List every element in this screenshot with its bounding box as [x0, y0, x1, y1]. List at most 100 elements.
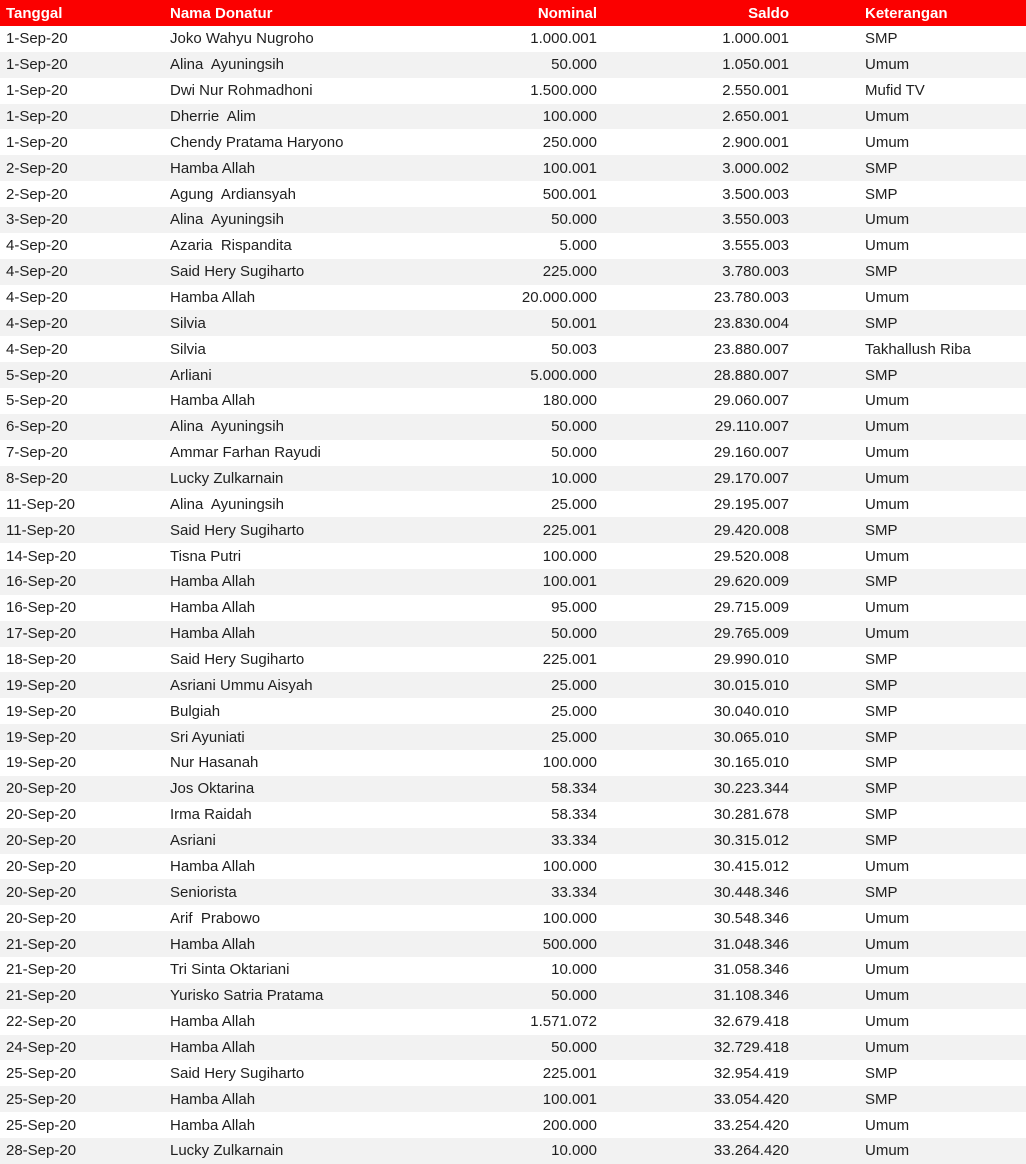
cell-nominal[interactable]: 33.334 — [551, 832, 597, 850]
cell-keterangan[interactable]: Umum — [865, 1013, 910, 1031]
cell-nominal[interactable]: 1.000.001 — [530, 30, 597, 48]
cell-nama-donatur[interactable]: Said Hery Sugiharto — [170, 263, 305, 281]
table-row[interactable]: 3-Sep-20 Alina Ayuningsih 50.000 3.550.0… — [0, 207, 1026, 233]
cell-nama-donatur[interactable]: Hamba Allah — [170, 857, 256, 875]
cell-tanggal[interactable]: 20-Sep-20 — [6, 832, 77, 850]
cell-nominal[interactable]: 95.000 — [551, 599, 597, 617]
cell-nominal[interactable]: 225.001 — [542, 521, 597, 539]
cell-nama-donatur[interactable]: Hamba Allah — [170, 1116, 256, 1134]
column-header-keterangan[interactable]: Keterangan — [865, 4, 948, 22]
cell-saldo[interactable]: 31.048.346 — [713, 935, 789, 953]
cell-tanggal[interactable]: 20-Sep-20 — [6, 857, 77, 875]
cell-tanggal[interactable]: 4-Sep-20 — [6, 237, 68, 255]
cell-nama-donatur[interactable]: Said Hery Sugiharto — [170, 1064, 305, 1082]
table-row[interactable]: 1-Sep-20 Alina Ayuningsih 50.000 1.050.0… — [0, 51, 1026, 78]
table-row[interactable]: 20-Sep-20 Seniorista 33.334 30.448.346 S… — [0, 879, 1026, 906]
cell-nominal[interactable]: 1.571.072 — [530, 1013, 597, 1031]
cell-saldo[interactable]: 30.165.010 — [713, 754, 789, 772]
cell-nominal[interactable]: 100.001 — [542, 1090, 597, 1108]
cell-keterangan[interactable]: SMP — [865, 780, 898, 798]
cell-nama-donatur[interactable]: Said Hery Sugiharto — [170, 521, 305, 539]
table-row[interactable]: 22-Sep-20 Hamba Allah 1.571.072 32.679.4… — [0, 1008, 1026, 1035]
cell-saldo[interactable]: 1.050.001 — [722, 56, 789, 74]
cell-keterangan[interactable]: SMP — [865, 832, 898, 850]
cell-nama-donatur[interactable]: Hamba Allah — [170, 289, 256, 307]
cell-nominal[interactable]: 50.000 — [551, 418, 597, 436]
cell-nama-donatur[interactable]: Chendy Pratama Haryono — [170, 133, 344, 151]
cell-tanggal[interactable]: 2-Sep-20 — [6, 185, 68, 203]
cell-nama-donatur[interactable]: Arliani — [170, 366, 212, 384]
cell-nama-donatur[interactable]: Alina Ayuningsih — [170, 56, 284, 74]
table-row[interactable]: 4-Sep-20 Silvia 50.001 23.830.004 SMP — [0, 310, 1026, 337]
table-row[interactable]: 28-Sep-20 Lucky Zulkarnain 10.000 33.264… — [0, 1137, 1026, 1164]
table-row[interactable]: 21-Sep-20 Hamba Allah 500.000 31.048.346… — [0, 931, 1026, 957]
cell-keterangan[interactable]: Umum — [865, 495, 910, 513]
cell-saldo[interactable]: 3.780.003 — [722, 263, 789, 281]
cell-keterangan[interactable]: Umum — [865, 470, 910, 488]
cell-tanggal[interactable]: 16-Sep-20 — [6, 599, 77, 617]
cell-tanggal[interactable]: 20-Sep-20 — [6, 909, 77, 927]
cell-nominal[interactable]: 5.000.000 — [530, 366, 597, 384]
column-header-saldo[interactable]: Saldo — [748, 4, 789, 22]
cell-saldo[interactable]: 29.170.007 — [713, 470, 789, 488]
cell-tanggal[interactable]: 4-Sep-20 — [6, 340, 68, 358]
cell-keterangan[interactable]: SMP — [865, 651, 898, 669]
cell-nominal[interactable]: 25.000 — [551, 702, 597, 720]
table-row[interactable]: 2-Sep-20 Agung Ardiansyah 500.001 3.500.… — [0, 181, 1026, 208]
cell-nama-donatur[interactable]: Lucky Zulkarnain — [170, 470, 284, 488]
cell-nominal[interactable]: 25.000 — [551, 676, 597, 694]
cell-tanggal[interactable]: 28-Sep-20 — [6, 1142, 77, 1160]
cell-nama-donatur[interactable]: Irma Raidah — [170, 806, 252, 824]
cell-nama-donatur[interactable]: Joko Wahyu Nugroho — [170, 30, 314, 48]
cell-keterangan[interactable]: Umum — [865, 1038, 910, 1056]
cell-keterangan[interactable]: SMP — [865, 754, 898, 772]
cell-tanggal[interactable]: 4-Sep-20 — [6, 314, 68, 332]
cell-tanggal[interactable]: 1-Sep-20 — [6, 108, 68, 125]
table-row[interactable]: 1-Sep-20 Joko Wahyu Nugroho 1.000.001 1.… — [0, 26, 1026, 52]
cell-keterangan[interactable]: SMP — [865, 30, 898, 48]
cell-nama-donatur[interactable]: Azaria Rispandita — [170, 237, 292, 255]
cell-keterangan[interactable]: Takhallush Riba — [865, 340, 971, 358]
cell-saldo[interactable]: 29.715.009 — [713, 599, 789, 617]
cell-nama-donatur[interactable]: Asriani Ummu Aisyah — [170, 676, 313, 694]
cell-tanggal[interactable]: 17-Sep-20 — [6, 625, 77, 643]
cell-saldo[interactable]: 32.679.418 — [713, 1013, 789, 1031]
cell-saldo[interactable]: 33.254.420 — [713, 1116, 789, 1134]
cell-nama-donatur[interactable]: Hamba Allah — [170, 1013, 256, 1031]
table-row[interactable]: 25-Sep-20 Hamba Allah 200.000 33.254.420… — [0, 1112, 1026, 1138]
cell-saldo[interactable]: 30.065.010 — [713, 728, 789, 746]
table-row[interactable]: 20-Sep-20 Hamba Allah 100.000 30.415.012… — [0, 853, 1026, 880]
cell-tanggal[interactable]: 19-Sep-20 — [6, 702, 77, 720]
cell-tanggal[interactable]: 1-Sep-20 — [6, 82, 68, 100]
cell-saldo[interactable]: 3.555.003 — [722, 237, 789, 255]
cell-nama-donatur[interactable]: Tisna Putri — [170, 547, 242, 565]
cell-nominal[interactable]: 50.000 — [551, 987, 597, 1005]
cell-saldo[interactable]: 3.500.003 — [722, 185, 789, 203]
cell-nama-donatur[interactable]: Hamba Allah — [170, 935, 256, 953]
cell-nominal[interactable]: 100.001 — [542, 159, 597, 177]
table-row[interactable]: 4-Sep-20 Silvia 50.003 23.880.007 Takhal… — [0, 336, 1026, 363]
cell-tanggal[interactable]: 20-Sep-20 — [6, 806, 77, 824]
cell-tanggal[interactable]: 5-Sep-20 — [6, 392, 68, 410]
cell-saldo[interactable]: 29.420.008 — [713, 521, 789, 539]
cell-nama-donatur[interactable]: Hamba Allah — [170, 1090, 256, 1108]
cell-nominal[interactable]: 100.000 — [542, 108, 597, 125]
cell-keterangan[interactable]: Umum — [865, 935, 910, 953]
cell-tanggal[interactable]: 25-Sep-20 — [6, 1090, 77, 1108]
cell-tanggal[interactable]: 21-Sep-20 — [6, 961, 77, 979]
cell-nominal[interactable]: 250.000 — [542, 133, 597, 151]
cell-nama-donatur[interactable]: Alina Ayuningsih — [170, 211, 284, 229]
cell-keterangan[interactable]: SMP — [865, 728, 898, 746]
table-row[interactable]: 1-Sep-20 Chendy Pratama Haryono 250.000 … — [0, 129, 1026, 156]
cell-keterangan[interactable]: SMP — [865, 806, 898, 824]
cell-keterangan[interactable]: SMP — [865, 883, 898, 901]
cell-tanggal[interactable]: 3-Sep-20 — [6, 211, 68, 229]
cell-tanggal[interactable]: 25-Sep-20 — [6, 1116, 77, 1134]
cell-nominal[interactable]: 10.000 — [551, 961, 597, 979]
table-row[interactable]: 24-Sep-20 Hamba Allah 50.000 32.729.418 … — [0, 1034, 1026, 1061]
cell-nominal[interactable]: 500.001 — [542, 185, 597, 203]
cell-nama-donatur[interactable]: Dwi Nur Rohmadhoni — [170, 82, 313, 100]
cell-nama-donatur[interactable]: Hamba Allah — [170, 392, 256, 410]
cell-saldo[interactable]: 2.650.001 — [722, 108, 789, 125]
cell-saldo[interactable]: 30.448.346 — [713, 883, 789, 901]
